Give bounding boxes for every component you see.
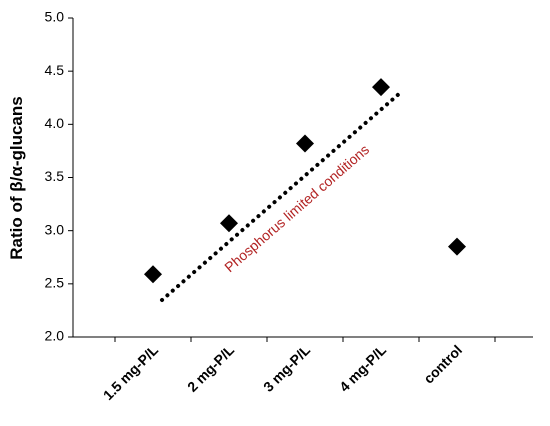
marker bbox=[144, 265, 162, 284]
x-tick-label: 4 mg-P/L bbox=[336, 341, 389, 394]
x-tick-label: 1.5 mg-P/L bbox=[100, 341, 162, 403]
y-tick-label: 4.0 bbox=[45, 115, 65, 131]
x-tick-label: 2 mg-P/L bbox=[184, 341, 237, 394]
y-tick-label: 2.5 bbox=[45, 275, 65, 291]
x-tick-label: 3 mg-P/L bbox=[260, 341, 313, 394]
marker bbox=[448, 237, 466, 256]
y-tick-label: 4.5 bbox=[45, 62, 65, 78]
y-tick-label: 3.0 bbox=[45, 221, 65, 237]
marker bbox=[220, 214, 238, 233]
y-tick-label: 3.5 bbox=[45, 168, 65, 184]
marker bbox=[296, 134, 314, 153]
trend-line bbox=[160, 91, 402, 302]
y-axis-label: Ratio of β/α-glucans bbox=[7, 96, 26, 259]
y-tick-label: 5.0 bbox=[45, 9, 65, 25]
y-tick-label: 2.0 bbox=[45, 328, 65, 344]
marker bbox=[372, 78, 390, 97]
x-tick-label: control bbox=[420, 342, 465, 387]
annotation: Phosphorus limited conditions bbox=[221, 141, 372, 275]
